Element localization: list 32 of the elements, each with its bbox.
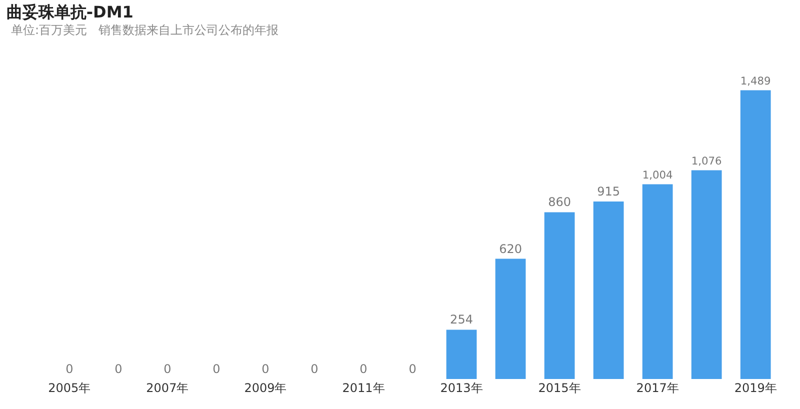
data-label: 0 <box>360 362 368 376</box>
bar <box>740 90 771 379</box>
data-label: 620 <box>499 242 522 256</box>
x-tick-label: 2015年 <box>538 381 581 395</box>
data-label: 860 <box>548 195 571 210</box>
x-tick-label: 2011年 <box>342 381 385 395</box>
data-label: 0 <box>310 362 318 376</box>
x-tick-label: 2019年 <box>734 381 777 395</box>
x-tick-label: 2007年 <box>146 381 189 395</box>
x-tick-label: 2017年 <box>636 381 679 395</box>
x-tick-label: 2013年 <box>440 381 483 395</box>
x-tick-label: 2009年 <box>244 381 287 395</box>
data-label: 1,489 <box>740 74 771 88</box>
data-label: 0 <box>212 362 220 376</box>
data-label: 1,004 <box>642 168 673 182</box>
data-label: 0 <box>164 362 172 376</box>
data-label: 0 <box>66 362 74 376</box>
bar <box>446 330 477 379</box>
data-label: 915 <box>597 184 620 199</box>
chart-title: 曲妥珠单抗-DM1 <box>6 2 134 22</box>
bar <box>544 212 575 379</box>
data-label: 1,076 <box>691 154 722 168</box>
x-tick-label: 2005年 <box>48 381 91 395</box>
bar <box>642 184 673 379</box>
data-label: 0 <box>408 362 416 376</box>
bar <box>593 202 624 379</box>
bar <box>495 258 526 379</box>
data-label: 0 <box>114 362 122 376</box>
data-label: 0 <box>262 362 270 376</box>
data-label: 254 <box>450 312 473 327</box>
chart-subtitle: 单位:百万美元 销售数据来自上市公司公布的年报 <box>11 23 278 37</box>
bar <box>691 170 722 379</box>
